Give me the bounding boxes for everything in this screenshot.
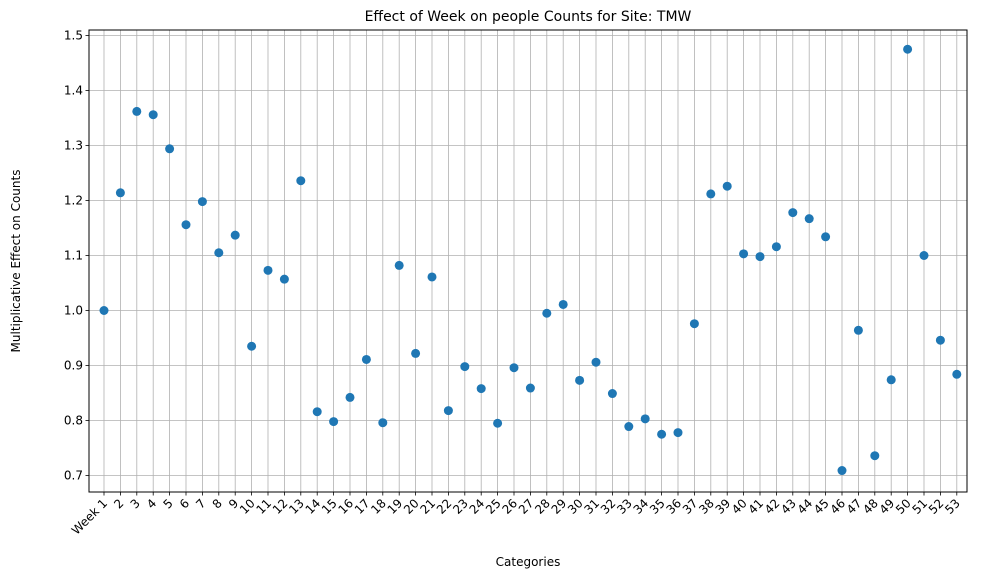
data-point <box>263 265 273 275</box>
data-point <box>460 362 470 372</box>
data-point <box>804 214 814 224</box>
x-tick-label: 8 <box>210 496 225 511</box>
data-points <box>99 44 962 476</box>
gridlines <box>89 30 967 492</box>
data-point <box>853 325 863 335</box>
y-tick-label: 1.0 <box>64 304 83 318</box>
data-point <box>640 414 650 424</box>
data-point <box>394 260 404 270</box>
data-point <box>952 369 962 379</box>
x-tick-label: 53 <box>942 496 963 517</box>
y-axis: 0.7 0.8 0.9 1.0 1.1 1.2 1.3 1.4 1.5 <box>64 29 89 483</box>
data-point <box>525 383 535 393</box>
data-point <box>886 375 896 385</box>
y-tick-label: 0.8 <box>64 414 83 428</box>
y-tick-label: 1.3 <box>64 139 83 153</box>
x-axis: Week 1 2 3 4 5 6 7 8 910111213141516171819202122… <box>69 492 963 537</box>
y-tick-label: 1.2 <box>64 194 83 208</box>
data-point <box>361 354 371 364</box>
data-point <box>657 429 667 439</box>
data-point <box>296 176 306 186</box>
data-point <box>903 44 913 54</box>
y-tick-label: 1.1 <box>64 249 83 263</box>
data-point <box>689 319 699 329</box>
data-point <box>542 308 552 318</box>
data-point <box>509 363 519 373</box>
data-point <box>935 335 945 345</box>
x-tick-label: 3 <box>128 496 143 511</box>
x-tick-label: 5 <box>160 496 175 511</box>
data-point <box>493 418 503 428</box>
y-axis-label: Multiplicative Effect on Counts <box>9 170 23 353</box>
data-point <box>788 208 798 218</box>
data-point <box>312 407 322 417</box>
data-point <box>427 272 437 282</box>
data-point <box>181 220 191 230</box>
x-tick-label: 6 <box>177 496 192 511</box>
data-point <box>821 232 831 242</box>
data-point <box>837 466 847 476</box>
x-tick-label: 4 <box>144 496 159 511</box>
data-point <box>624 422 634 432</box>
y-tick-label: 1.5 <box>64 29 83 43</box>
data-point <box>99 306 109 315</box>
data-point <box>115 188 125 198</box>
x-tick-label: 7 <box>193 496 208 511</box>
data-point <box>476 384 486 394</box>
chart-title: Effect of Week on people Counts for Site… <box>365 9 692 25</box>
data-point <box>919 251 929 260</box>
y-tick-label: 0.9 <box>64 359 83 373</box>
data-point <box>575 375 585 385</box>
x-axis-label: Categories <box>496 555 561 569</box>
data-point <box>345 392 355 402</box>
data-point <box>214 248 224 258</box>
data-point <box>591 357 601 367</box>
data-point <box>148 110 158 120</box>
data-point <box>739 249 749 259</box>
data-point <box>607 389 617 399</box>
data-point <box>558 299 568 309</box>
data-point <box>411 348 421 358</box>
plot-area-frame <box>88 29 968 493</box>
x-tick-label: 2 <box>111 496 126 511</box>
y-tick-label: 0.7 <box>64 469 83 483</box>
data-point <box>673 428 683 438</box>
data-point <box>132 106 142 116</box>
x-tick-label: Week 1 <box>69 496 110 537</box>
data-point <box>771 242 781 252</box>
y-tick-label: 1.4 <box>64 84 83 98</box>
data-point <box>378 418 388 428</box>
data-point <box>722 181 732 191</box>
data-point <box>279 274 289 284</box>
data-point <box>329 417 339 427</box>
data-point <box>230 230 240 240</box>
data-point <box>197 197 207 207</box>
data-point <box>165 144 175 154</box>
data-point <box>247 341 257 351</box>
data-point <box>443 406 453 416</box>
data-point <box>706 189 716 199</box>
data-point <box>870 451 880 461</box>
data-point <box>755 252 765 262</box>
